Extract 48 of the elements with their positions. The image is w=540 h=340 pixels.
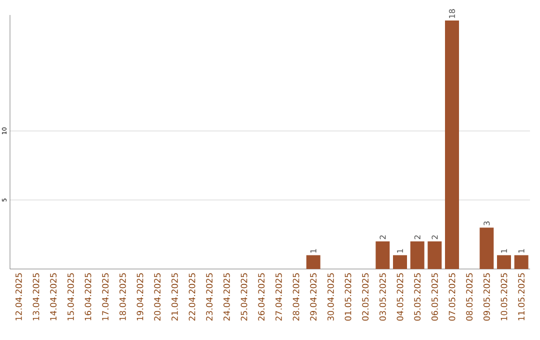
x-tick-label: 27.04.2025	[275, 273, 282, 321]
x-tick-label: 08.05.2025	[466, 273, 473, 321]
x-tick-label: 24.04.2025	[223, 273, 230, 321]
bar	[410, 241, 424, 269]
data-label: 2	[414, 235, 420, 240]
bar	[497, 255, 512, 269]
bar	[514, 255, 528, 269]
x-tick-label: 10.05.2025	[500, 273, 508, 320]
bar	[480, 228, 494, 269]
x-tick-label: 23.04.2025	[206, 273, 213, 321]
data-label: 2	[432, 235, 438, 240]
x-tick-label: 29.04.2025	[310, 273, 317, 321]
bar	[445, 20, 460, 269]
x-tick-label: 28.04.2025	[292, 273, 300, 321]
x-tick-label: 16.04.2025	[84, 273, 92, 320]
x-tick-label: 04.05.2025	[396, 273, 404, 321]
x-tick-label: 12.04.2025	[15, 273, 22, 320]
x-tick-label: 21.04.2025	[171, 273, 178, 321]
x-tick-label: 17.04.2025	[102, 273, 109, 320]
x-tick-label: 26.04.2025	[258, 273, 265, 321]
data-label: 1	[397, 249, 403, 253]
x-tick-label: 13.04.2025	[32, 273, 40, 320]
x-tick-label: 20.04.2025	[154, 273, 161, 321]
x-tick-label: 22.04.2025	[188, 273, 196, 321]
x-tick-label: 01.05.2025	[344, 273, 352, 321]
x-tick-label: 09.05.2025	[483, 273, 490, 321]
x-tick-label: 25.04.2025	[240, 273, 248, 321]
x-tick-label: 02.05.2025	[362, 273, 369, 321]
x-tick-label: 15.04.2025	[67, 273, 74, 320]
data-label: 2	[380, 235, 386, 240]
bar	[376, 241, 390, 269]
bar	[428, 241, 442, 269]
bar	[393, 255, 407, 269]
data-label: 1	[310, 249, 316, 253]
x-tick-label: 18.04.2025	[119, 273, 126, 320]
data-label: 1	[501, 249, 507, 253]
x-tick-label: 30.04.2025	[327, 273, 334, 321]
x-tick-label: 06.05.2025	[431, 273, 438, 321]
data-label: 1	[518, 249, 524, 253]
data-label: 3	[484, 221, 490, 226]
x-tick-label: 07.05.2025	[448, 273, 456, 321]
x-tick-label: 05.05.2025	[414, 273, 421, 321]
x-tick-label: 03.05.2025	[379, 273, 386, 321]
data-label: 18	[448, 9, 456, 18]
x-tick-label: 19.04.2025	[136, 273, 144, 320]
x-tick-label: 14.04.2025	[50, 273, 57, 320]
bar	[306, 255, 320, 269]
x-tick-label: 11.05.2025	[518, 273, 525, 320]
